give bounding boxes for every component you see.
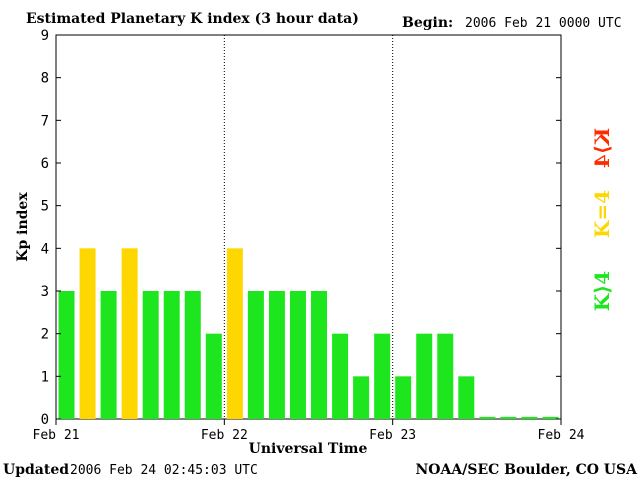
y-tick-label: 8 <box>41 71 49 87</box>
kp-bar <box>226 248 243 419</box>
begin-value: 2006 Feb 21 0000 UTC <box>465 16 622 31</box>
y-tick-label: 2 <box>41 327 49 343</box>
kp-bar <box>247 291 264 419</box>
legend-above-4: K⟩4 <box>590 128 614 169</box>
kp-bars <box>58 248 559 419</box>
updated-label: Updated <box>3 462 69 478</box>
y-tick-label: 1 <box>41 369 49 385</box>
source-label: NOAA/SEC Boulder, CO USA <box>416 462 639 478</box>
kp-bar <box>121 248 138 419</box>
kp-bar <box>500 416 517 419</box>
y-axis-ticks: 0 1 2 3 4 5 6 7 8 9 <box>41 28 561 428</box>
x-axis-ticks: Feb 21 Feb 22 Feb 23 Feb 24 <box>33 419 585 443</box>
kp-bar <box>268 291 285 419</box>
kp-bar <box>332 333 349 419</box>
plot-frame <box>55 34 562 420</box>
chart-title: Estimated Planetary K index (3 hour data… <box>26 11 359 27</box>
y-tick-label: 6 <box>41 156 49 172</box>
kp-bar <box>142 291 159 419</box>
kp-bar <box>479 416 496 419</box>
y-tick-label: 7 <box>41 113 49 129</box>
y-tick-label: 3 <box>41 284 49 300</box>
legend-equal-4: K=4 <box>590 190 614 238</box>
x-tick-label: Feb 24 <box>538 428 585 443</box>
kp-bar <box>79 248 96 419</box>
kp-bar <box>163 291 180 419</box>
x-tick-label: Feb 21 <box>33 428 80 443</box>
kp-bar <box>353 376 370 419</box>
kp-bar <box>289 291 306 419</box>
day-dividers <box>223 35 394 419</box>
legend-below-4: K⟩4 <box>590 271 614 312</box>
y-tick-label: 5 <box>41 199 49 215</box>
y-tick-label: 4 <box>41 241 49 257</box>
kp-bar <box>458 376 475 419</box>
kp-bar <box>311 291 328 419</box>
x-tick-label: Feb 23 <box>369 428 416 443</box>
kp-bar <box>542 416 559 419</box>
y-axis-label: Kp index <box>15 192 31 262</box>
x-tick-label: Feb 22 <box>201 428 248 443</box>
kp-bar <box>395 376 412 419</box>
kp-bar <box>205 333 222 419</box>
y-tick-label: 0 <box>41 412 49 428</box>
kp-bar <box>58 291 75 419</box>
kp-bar <box>416 333 433 419</box>
begin-label: Begin: <box>402 15 453 31</box>
kp-bar <box>100 291 117 419</box>
x-axis-label: Universal Time <box>249 441 368 457</box>
kp-bar <box>521 416 538 419</box>
updated-value: 2006 Feb 24 02:45:03 UTC <box>70 463 258 478</box>
kp-bar <box>437 333 454 419</box>
kp-bar <box>374 333 391 419</box>
y-tick-label: 9 <box>41 28 49 44</box>
kp-bar <box>184 291 201 419</box>
